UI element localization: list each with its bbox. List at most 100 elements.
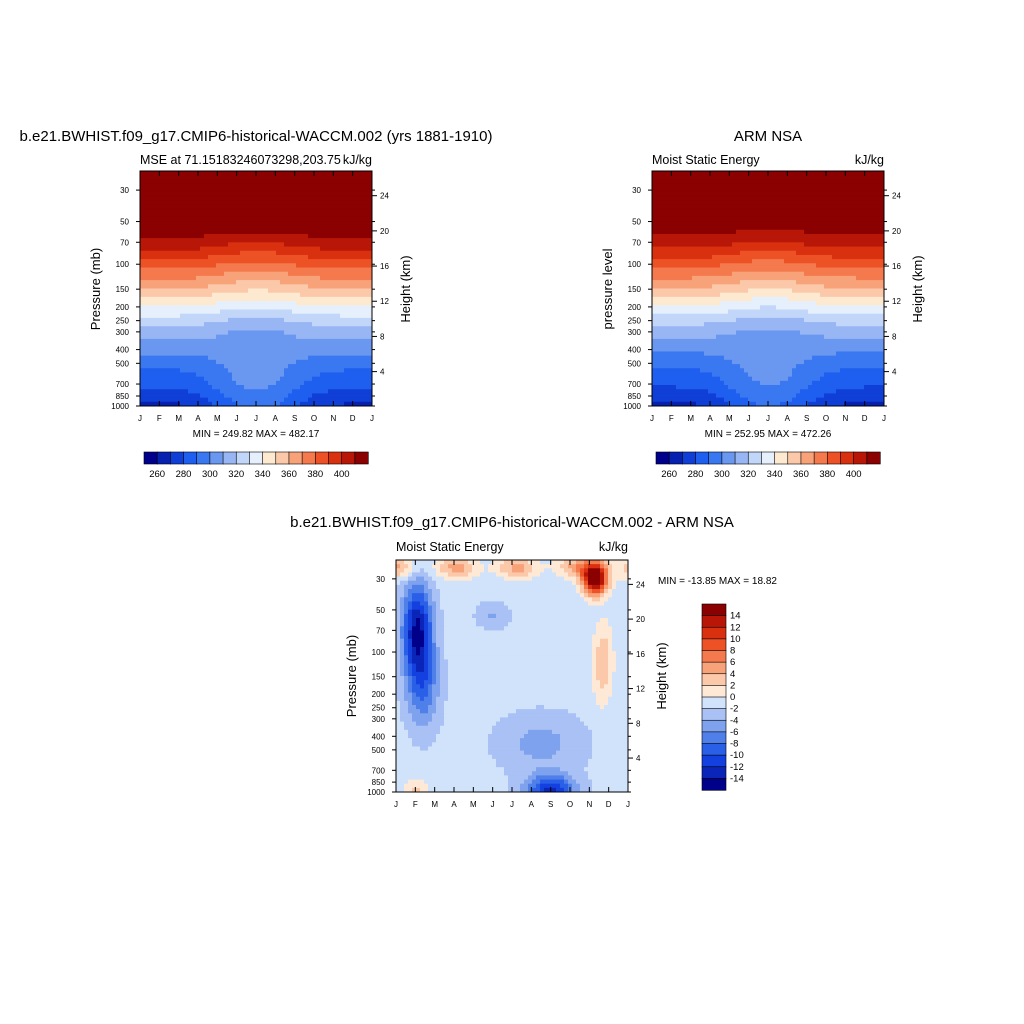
contour-cell [692, 288, 697, 294]
contour-cell [148, 359, 153, 365]
contour-cell [696, 246, 701, 252]
contour-cell [272, 284, 277, 290]
contour-cell [248, 317, 253, 323]
contour-cell [160, 238, 165, 243]
contour-cell [220, 368, 225, 374]
contour-cell [668, 200, 673, 206]
contour-cell [196, 212, 201, 218]
contour-cell [284, 284, 289, 290]
contour-cell [736, 179, 741, 185]
contour-cell [284, 267, 289, 273]
contour-cell [656, 187, 661, 193]
contour-cell [712, 271, 717, 277]
contour-cell [312, 296, 317, 302]
contour-cell [352, 401, 357, 406]
contour-cell [736, 343, 741, 348]
contour-cell [316, 246, 321, 252]
contour-cell [184, 330, 189, 336]
contour-cell [164, 275, 169, 281]
contour-cell [280, 233, 285, 239]
contour-cell [724, 301, 729, 306]
contour-cell [260, 271, 265, 277]
contour-cell [664, 271, 669, 277]
contour-cell [216, 359, 221, 365]
contour-cell [152, 397, 157, 403]
contour-cell [756, 204, 761, 210]
contour-cell [692, 187, 697, 193]
contour-cell [732, 338, 737, 344]
contour-cell [748, 326, 753, 332]
contour-cell [360, 217, 365, 222]
contour-cell [748, 238, 753, 243]
contour-cell [692, 221, 697, 227]
contour-cell [312, 271, 317, 277]
contour-cell [260, 393, 265, 399]
contour-cell [304, 309, 309, 315]
contour-cell [668, 313, 673, 319]
contour-cell [216, 397, 221, 403]
contour-cell [732, 200, 737, 206]
contour-cell [252, 351, 257, 357]
contour-cell [728, 284, 733, 290]
contour-cell [336, 334, 341, 340]
contour-cell [148, 309, 153, 315]
contour-cell [196, 191, 201, 197]
contour-cell [744, 267, 749, 273]
contour-cell [200, 229, 205, 235]
contour-cell [232, 393, 237, 399]
contour-cell [184, 196, 189, 201]
contour-cell [300, 183, 305, 189]
contour-cell [304, 221, 309, 227]
contour-cell [172, 288, 177, 294]
contour-cell [332, 246, 337, 252]
contour-cell [320, 368, 325, 374]
contour-cell [284, 191, 289, 197]
contour-cell [280, 292, 285, 298]
contour-cell [224, 322, 229, 327]
contour-cell [256, 263, 261, 269]
contour-cell [256, 175, 261, 180]
contour-cell [236, 271, 241, 277]
contour-cell [188, 217, 193, 222]
contour-cell [240, 389, 245, 395]
contour-cell [296, 284, 301, 290]
contour-cell [192, 343, 197, 348]
contour-cell [204, 385, 209, 390]
contour-cell [272, 221, 277, 227]
contour-cell [340, 275, 345, 281]
contour-cell [244, 284, 249, 290]
contour-cell [288, 305, 293, 311]
contour-cell [720, 175, 725, 180]
contour-cell [652, 372, 657, 378]
contour-cell [148, 334, 153, 340]
contour-cell [204, 263, 209, 269]
contour-cell [320, 376, 325, 382]
contour-cell [224, 229, 229, 235]
contour-cell [680, 313, 685, 319]
contour-cell [688, 275, 693, 281]
contour-cell [208, 351, 213, 357]
contour-cell [156, 364, 161, 369]
contour-cell [652, 397, 657, 403]
contour-cell [220, 263, 225, 269]
contour-cell [264, 196, 269, 201]
contour-cell [252, 254, 257, 260]
contour-cell [680, 221, 685, 227]
contour-cell [712, 326, 717, 332]
contour-cell [716, 401, 721, 406]
contour-cell [160, 191, 165, 197]
contour-cell [164, 238, 169, 243]
contour-cell [320, 301, 325, 306]
contour-cell [184, 208, 189, 214]
contour-cell [236, 322, 241, 327]
contour-cell [296, 401, 301, 406]
contour-cell [152, 238, 157, 243]
contour-cell [352, 368, 357, 374]
contour-cell [728, 389, 733, 395]
contour-cell [724, 338, 729, 344]
contour-cell [676, 401, 681, 406]
contour-cell [752, 292, 757, 298]
contour-cell [732, 225, 737, 231]
contour-cell [164, 288, 169, 294]
contour-cell [680, 254, 685, 260]
